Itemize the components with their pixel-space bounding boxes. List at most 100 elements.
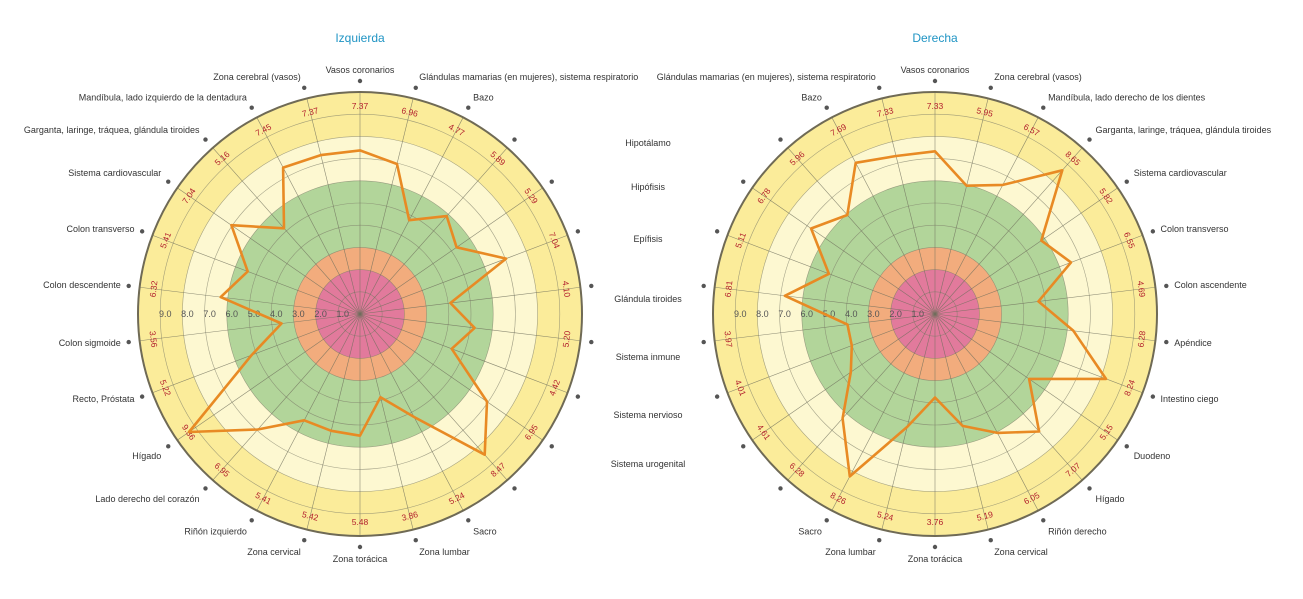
spoke-dot: [549, 179, 554, 184]
spoke-dot: [249, 518, 254, 523]
spoke-dot: [741, 179, 746, 184]
spoke-dot: [166, 444, 171, 449]
scale-tick-label: 8.0: [756, 309, 769, 319]
value-label: 5.24: [876, 509, 895, 523]
category-label: Duodeno: [1134, 451, 1171, 461]
spoke-dot: [988, 538, 993, 543]
spoke-line: [752, 187, 936, 315]
value-label: 4.69: [1136, 280, 1148, 298]
spoke-line: [934, 313, 1143, 394]
spoke-dot: [1087, 137, 1092, 142]
category-label: Lado derecho del corazón: [95, 494, 199, 504]
middle-label: Sistema inmune: [616, 352, 681, 362]
spoke-dot: [1041, 518, 1046, 523]
spoke-line: [934, 117, 1039, 315]
category-label: Sacro: [473, 527, 497, 537]
scale-tick-label: 3.0: [867, 309, 880, 319]
value-label: 3.86: [401, 509, 420, 523]
value-label: 5.48: [352, 517, 369, 527]
spoke-line: [934, 313, 1156, 342]
spoke-line: [934, 98, 989, 315]
spoke-line: [256, 313, 361, 511]
radar-chart-right: Derecha Vasos coronarios Zona cerebral (va…: [657, 31, 1272, 564]
spoke-dot: [1041, 105, 1046, 110]
spoke-dot: [203, 486, 208, 491]
radar-chart-left: Izquierda Vasos coronarios Glándulas mamar…: [24, 31, 638, 564]
scale-tick-label: 1.0: [337, 309, 350, 319]
spoke-dot: [589, 283, 594, 289]
spoke-dot: [778, 137, 783, 142]
scale-tick-label: 2.0: [314, 309, 327, 319]
category-label: Zona torácica: [908, 554, 963, 564]
category-label: Colon descendente: [43, 280, 121, 290]
middle-label: Hipotálamo: [625, 138, 671, 148]
spoke-dot: [126, 339, 131, 345]
spoke-line: [359, 117, 464, 315]
spoke-dot: [126, 283, 131, 289]
spoke-dot: [824, 105, 829, 110]
scale-tick-label: 6.0: [226, 309, 239, 319]
spoke-dot: [512, 137, 517, 142]
scale-tick-label: 7.0: [778, 309, 791, 319]
spoke-line: [359, 187, 543, 315]
spoke-dot: [466, 105, 471, 110]
spoke-dot: [249, 105, 254, 110]
chart-title-left: Izquierda: [335, 31, 385, 45]
spoke-dot: [357, 544, 363, 550]
spoke-dot: [302, 538, 307, 543]
value-label: 3.76: [927, 517, 944, 527]
value-label: 6.96: [401, 105, 420, 119]
category-label: Mandíbula, lado izquierdo de la dentadur…: [79, 92, 247, 102]
value-label: 6.28: [1136, 330, 1148, 348]
scale-tick-label: 3.0: [292, 309, 305, 319]
spoke-line: [934, 234, 1143, 315]
spoke-line: [177, 313, 361, 441]
value-label: 5.42: [301, 509, 320, 523]
spoke-dot: [714, 229, 720, 234]
spoke-line: [934, 187, 1118, 315]
scale-tick-label: 5.0: [248, 309, 261, 319]
spoke-dot: [824, 518, 829, 523]
value-label: 3.97: [723, 330, 735, 348]
spoke-dot: [203, 137, 208, 142]
spoke-line: [359, 313, 414, 530]
spoke-dot: [1164, 339, 1169, 345]
category-label: Zona lumbar: [825, 547, 876, 557]
spoke-dot: [512, 486, 517, 491]
spoke-dot: [302, 85, 307, 90]
spoke-dot: [413, 538, 418, 543]
category-label: Zona cerebral (vasos): [213, 72, 301, 82]
value-label: 7.33: [927, 101, 944, 111]
spoke-line: [752, 313, 936, 441]
spoke-line: [212, 313, 361, 481]
category-label: Riñón izquierdo: [184, 527, 247, 537]
data-series-line-left: [187, 149, 508, 457]
scale-tick-label: 9.0: [159, 309, 172, 319]
value-label: 7.37: [301, 105, 320, 119]
spoke-line: [934, 313, 1039, 511]
value-label: 5.19: [976, 509, 995, 523]
spoke-line: [359, 147, 508, 315]
spoke-line: [359, 313, 464, 511]
spoke-dot: [139, 229, 145, 234]
category-label: Zona cerebral (vasos): [994, 72, 1082, 82]
spoke-line: [152, 313, 361, 394]
spoke-line: [934, 313, 989, 530]
spoke-line: [727, 313, 936, 394]
scale-tick-label: 5.0: [823, 309, 836, 319]
spoke-line: [359, 234, 568, 315]
spoke-line: [934, 147, 1083, 315]
spoke-dot: [877, 538, 882, 543]
spoke-dot: [1124, 444, 1129, 449]
spoke-dot: [1150, 229, 1156, 234]
data-series-line-right: [783, 150, 1108, 478]
category-label: Intestino ciego: [1160, 394, 1218, 404]
category-label: Glándulas mamarias (en mujeres), sistema…: [657, 72, 876, 82]
scale-tick-label: 7.0: [203, 309, 216, 319]
spoke-dot: [166, 179, 171, 184]
category-label: Bazo: [473, 92, 494, 102]
spoke-line: [831, 313, 936, 511]
spoke-dot: [549, 444, 554, 449]
spoke-line: [359, 313, 543, 441]
category-label: Glándulas mamarias (en mujeres), sistema…: [419, 72, 638, 82]
